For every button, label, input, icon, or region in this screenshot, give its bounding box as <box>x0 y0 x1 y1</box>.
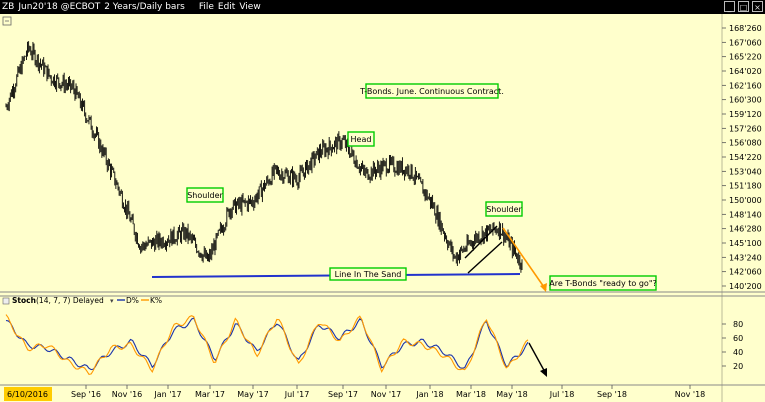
price-tick-label: 146'280 <box>729 225 762 234</box>
svg-text:Are T-Bonds "ready to go"?: Are T-Bonds "ready to go"? <box>549 279 657 288</box>
stoch-d-line <box>5 317 529 371</box>
time-tick-label: Jul '17 <box>284 390 310 399</box>
stoch-k-line <box>5 314 529 376</box>
price-tick-label: 150'000 <box>729 196 762 205</box>
time-tick-label: May '18 <box>496 390 527 399</box>
svg-text:Shoulder: Shoulder <box>187 191 223 200</box>
channel-line-upper <box>464 225 498 259</box>
price-tick-label: 148'140 <box>729 210 762 219</box>
price-tick-label: 160'300 <box>729 96 762 105</box>
price-tick-label: 140'200 <box>729 282 762 291</box>
stoch-tick-label: 40 <box>733 348 743 357</box>
channel-line-lower <box>467 241 503 274</box>
price-tick-label: 162'160 <box>729 81 762 90</box>
svg-text:Head: Head <box>351 135 372 144</box>
start-date-badge <box>4 387 52 401</box>
symbol-label[interactable]: ZB <box>2 2 15 12</box>
close-icon[interactable]: × <box>752 1 763 12</box>
head-annotation: Head <box>347 131 375 147</box>
price-tick-label: 157'260 <box>729 124 762 133</box>
minimize-icon[interactable]: _ <box>724 1 735 12</box>
toolbar-icon[interactable] <box>2 16 12 26</box>
price-tick-label: 153'040 <box>729 167 762 176</box>
price-series <box>5 41 523 273</box>
time-tick-label: Jan '18 <box>415 390 443 399</box>
stoch-params: (14, 7, 7) Delayed <box>36 296 104 305</box>
stoch-d-label: D% <box>126 296 139 305</box>
contract-label: Jun20'18 @ECBOT <box>18 2 101 12</box>
forecast-arrow-head <box>540 283 547 292</box>
stoch-tick-label: 20 <box>733 362 743 371</box>
period-label[interactable]: 2 Years/Daily bars <box>104 2 185 12</box>
menu-file[interactable]: File <box>198 2 214 12</box>
svg-text:T-Bonds. June. Continuous Cont: T-Bonds. June. Continuous Contract. <box>359 87 504 96</box>
price-tick-label: 151'180 <box>729 182 762 191</box>
time-axis: Sep '16 Nov '16 Jan '17 Mar '17 May '17 Jul '… <box>71 385 705 399</box>
price-tick-label: 159'120 <box>729 110 762 119</box>
svg-text:Line In The Sand: Line In The Sand <box>335 270 402 279</box>
time-tick-label: Nov '18 <box>675 390 706 399</box>
price-tick-label: 143'240 <box>729 253 762 262</box>
left-shoulder-annotation: Shoulder <box>186 187 224 203</box>
maximize-icon[interactable]: □ <box>738 1 749 12</box>
stoch-arrow-head <box>540 368 547 377</box>
stoch-tick-label: 80 <box>733 320 743 329</box>
question-annotation: Are T-Bonds "ready to go"? <box>549 275 657 291</box>
stoch-header: Stoch (14, 7, 7) Delayed ▾ D% K% <box>12 296 162 305</box>
price-tick-label: 165'220 <box>729 53 762 62</box>
menu-edit[interactable]: Edit <box>217 2 236 12</box>
stoch-dropdown-icon: ▾ <box>110 297 114 305</box>
menu-view[interactable]: View <box>239 2 261 12</box>
stoch-collapse-icon[interactable] <box>2 297 10 305</box>
time-tick-label: Nov '16 <box>112 390 143 399</box>
time-tick-label: Sep '16 <box>71 390 101 399</box>
forecast-arrow <box>502 227 547 291</box>
price-tick-label: 154'220 <box>729 153 762 162</box>
time-tick-label: Sep '18 <box>597 390 627 399</box>
start-date: 6/10/2016 <box>7 390 48 399</box>
stoch-label: Stoch <box>12 296 36 305</box>
price-axis: 168'260 167'060 165'220 164'020 162'160 160'3… <box>722 24 762 291</box>
stoch-axis: 20 40 60 80 <box>722 320 743 371</box>
price-tick-label: 142'060 <box>729 268 762 277</box>
time-tick-label: Sep '17 <box>328 390 358 399</box>
price-pane[interactable] <box>0 14 722 292</box>
stoch-tick-label: 60 <box>733 334 743 343</box>
price-tick-label: 145'100 <box>729 239 762 248</box>
price-tick-label: 156'080 <box>729 139 762 148</box>
neckline-annotation: Line In The Sand <box>329 267 407 281</box>
svg-text:Shoulder: Shoulder <box>486 205 522 214</box>
price-tick-label: 167'060 <box>729 38 762 47</box>
time-tick-label: Mar '18 <box>456 390 486 399</box>
title-bar: ZB Jun20'18 @ECBOT 2 Years/Daily bars Fi… <box>0 0 765 14</box>
time-tick-label: Mar '17 <box>195 390 225 399</box>
time-tick-label: May '17 <box>237 390 268 399</box>
time-tick-label: Nov '17 <box>371 390 402 399</box>
title-annotation: T-Bonds. June. Continuous Contract. <box>359 83 504 99</box>
price-tick-label: 168'260 <box>729 24 762 33</box>
stoch-series <box>5 314 529 376</box>
price-tick-label: 164'020 <box>729 67 762 76</box>
stoch-arrow <box>528 342 547 375</box>
time-tick-label: Jul '18 <box>549 390 575 399</box>
time-tick-label: Jan '17 <box>153 390 181 399</box>
stoch-k-label: K% <box>150 296 162 305</box>
window-controls: _ □ × <box>724 1 763 12</box>
right-shoulder-annotation: Shoulder <box>485 201 523 217</box>
